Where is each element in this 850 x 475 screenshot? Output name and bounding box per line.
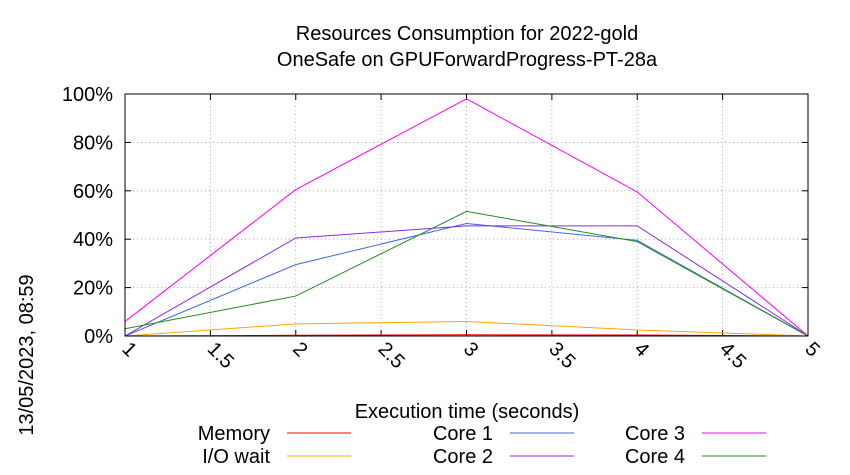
x-tick-label: 3 <box>459 338 482 361</box>
series-line-i-o-wait <box>124 320 809 337</box>
series-line-core-1 <box>124 222 809 337</box>
x-tick-label: 3.5 <box>544 338 579 373</box>
chart-subtitle: OneSafe on GPUForwardProgress-PT-28a <box>277 49 658 71</box>
legend-label-core-3: Core 3 <box>625 423 685 445</box>
y-tick-label: 80% <box>73 132 113 154</box>
y-tick-label: 60% <box>73 181 113 203</box>
grid <box>125 94 808 336</box>
y-tick-label: 0% <box>84 326 113 348</box>
y-tick-label: 40% <box>73 229 113 251</box>
x-tick-label: 2 <box>288 338 311 361</box>
x-tick-label: 4 <box>630 338 653 361</box>
y-axis-ticks: 0% 20% 40% 60% 80% 100% <box>62 84 808 348</box>
series-line-core-2 <box>124 225 809 337</box>
legend-label-core-2: Core 2 <box>433 446 493 468</box>
legend-label-core-4: Core 4 <box>625 446 685 468</box>
legend-label-i-o-wait: I/O wait <box>202 446 270 468</box>
x-tick-label: 1 <box>117 338 140 361</box>
x-axis-ticks: 1 1.5 2 2.5 3 3.5 4 4.5 5 <box>117 94 824 373</box>
side-timestamp-label: 13/05/2023, 08:59 <box>16 274 38 435</box>
series-line-core-4 <box>124 210 809 337</box>
plot-border <box>124 93 809 337</box>
y-tick-label: 20% <box>73 278 113 300</box>
legend-label-core-1: Core 1 <box>433 423 493 445</box>
y-tick-label: 100% <box>62 84 113 106</box>
x-tick-label: 4.5 <box>715 338 750 373</box>
legend-label-memory: Memory <box>198 423 270 445</box>
x-tick-label: 1.5 <box>203 338 238 373</box>
chart-title: Resources Consumption for 2022-gold <box>296 23 638 45</box>
x-tick-label: 2.5 <box>374 338 409 373</box>
x-tick-label: 5 <box>800 338 823 361</box>
x-axis-label: Execution time (seconds) <box>355 401 580 423</box>
series-line-core-3 <box>124 98 809 337</box>
